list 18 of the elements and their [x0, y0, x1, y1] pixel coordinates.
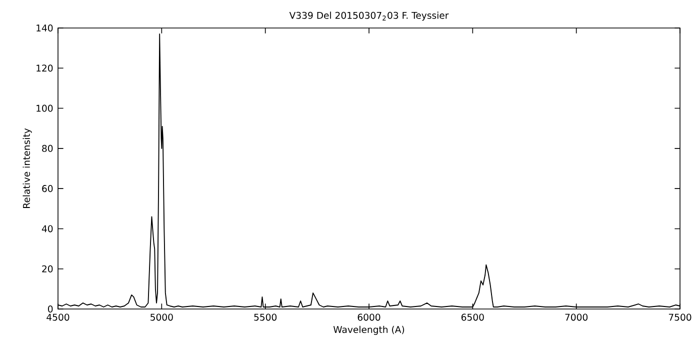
x-tick-label: 7500 [668, 314, 692, 321]
y-tick-label: 100 [36, 104, 53, 112]
x-tick-label: 4500 [46, 314, 70, 321]
x-axis-title: Wavelength (A) [333, 326, 404, 335]
y-axis-title: Relative intensity [22, 128, 32, 208]
x-tick-label: 6000 [358, 314, 380, 321]
x-tick-label: 7000 [565, 314, 588, 321]
y-tick-label: 120 [36, 64, 53, 72]
x-tick-label: 6500 [461, 314, 484, 321]
y-tick-label: 80 [42, 144, 53, 152]
y-tick-label: 40 [42, 225, 53, 232]
x-tick-label: 5500 [254, 314, 277, 321]
chart-title: V339 Del 20150307$_{2}$03 F. Teyssier [289, 12, 449, 21]
x-tick-label: 5000 [150, 314, 173, 321]
y-tick-label: 140 [36, 24, 53, 32]
y-tick-label: 20 [42, 265, 53, 272]
y-tick-label: 0 [48, 305, 53, 313]
y-tick-label: 60 [42, 185, 53, 192]
